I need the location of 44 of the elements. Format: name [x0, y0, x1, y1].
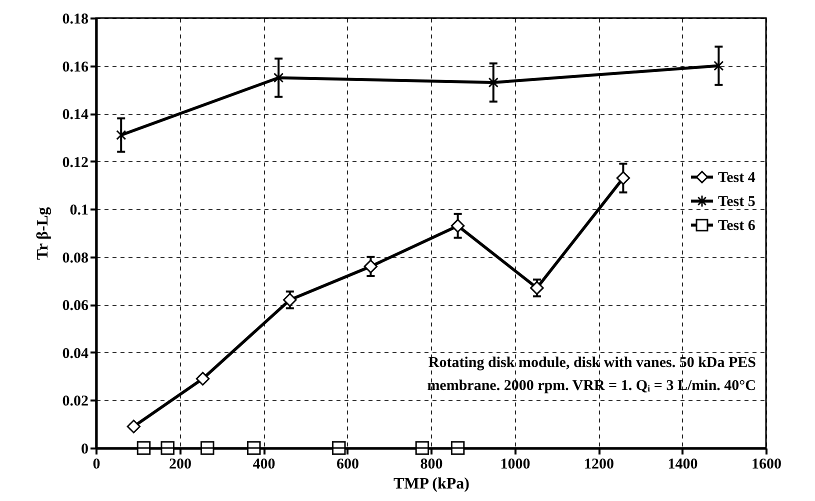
point — [714, 58, 724, 73]
x-tick-label: 1000 — [500, 456, 530, 472]
x-tick-label: 600 — [336, 456, 359, 472]
point — [196, 372, 210, 386]
y-tick-label: 0.1 — [70, 202, 88, 219]
x-tick-label: 800 — [420, 456, 443, 472]
x-tick-label: 1400 — [668, 456, 698, 472]
y-tick-label: 0.18 — [62, 12, 88, 28]
legend-label: Test 4 — [718, 170, 756, 186]
point — [160, 441, 174, 455]
point — [200, 441, 214, 455]
y-tick-label: 0.12 — [62, 154, 88, 171]
legend-label: Test 5 — [718, 194, 756, 210]
legend-label: Test 6 — [718, 218, 756, 234]
x-tick-label: 200 — [169, 456, 192, 472]
point — [488, 76, 498, 90]
y-tick-label: 0.14 — [62, 107, 89, 124]
point — [450, 441, 465, 455]
point — [332, 441, 346, 455]
point — [616, 171, 630, 185]
y-tick-label: 0 — [81, 442, 88, 458]
y-axis-title: Tr β-Lg — [34, 207, 52, 260]
y-tick-label: 0.08 — [62, 250, 88, 266]
point — [283, 293, 297, 307]
y-tick-label: 0.06 — [62, 298, 89, 314]
point — [450, 218, 465, 233]
y-tick-label: 0.04 — [62, 346, 89, 362]
point — [530, 281, 544, 295]
x-tick-label: 400 — [252, 456, 276, 472]
point — [246, 441, 261, 455]
annotation: Rotating disk module, disk with vanes. 50 kDa PES — [428, 355, 756, 371]
point — [415, 441, 430, 455]
point — [136, 441, 151, 455]
y-tick-label: 0.16 — [62, 59, 89, 76]
x-tick-label: 1600 — [752, 456, 782, 472]
x-tick-label: 0 — [92, 456, 100, 472]
x-axis-title: TMP (kPa) — [394, 476, 470, 492]
point — [116, 128, 126, 142]
y-tick-label: 0.02 — [62, 394, 88, 410]
point — [126, 420, 141, 434]
point — [274, 70, 284, 85]
point — [364, 260, 378, 274]
annotation: membrane. 2000 rpm. VRR = 1. Qᵢ = 3 L/min. 40°C — [427, 378, 756, 394]
x-tick-label: 1200 — [584, 456, 614, 472]
